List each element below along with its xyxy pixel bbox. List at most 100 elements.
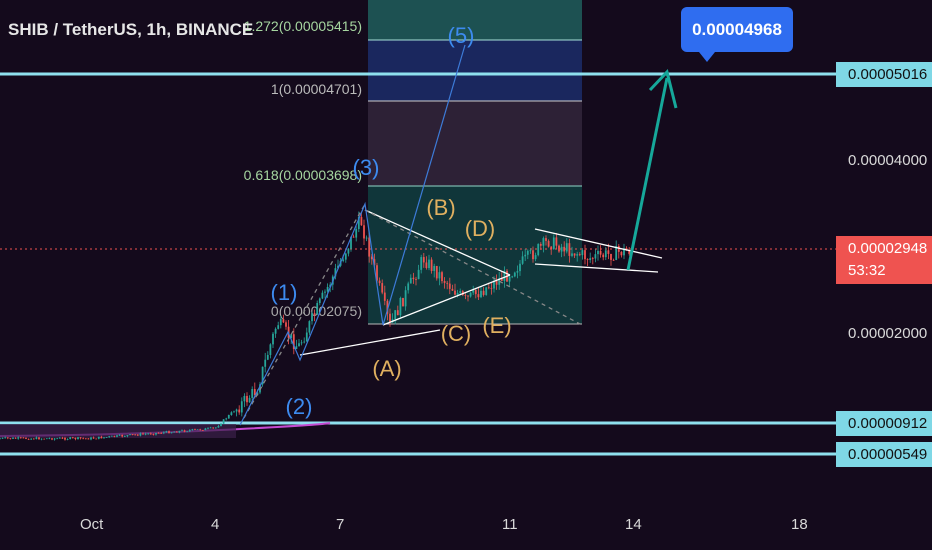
candle-body — [217, 426, 220, 428]
candle-body — [238, 409, 241, 413]
candle-body — [454, 290, 456, 295]
candle-body — [100, 436, 103, 439]
candle-body — [170, 432, 173, 434]
trend-line-lower-1 — [299, 329, 441, 356]
key-levels[interactable] — [0, 72, 836, 456]
dashed-projection — [364, 209, 581, 325]
candle-body — [246, 395, 248, 403]
candle-body — [4, 437, 7, 439]
candle-body — [162, 432, 165, 434]
candle-body — [607, 250, 610, 254]
candle-body — [173, 431, 176, 433]
candle-body — [298, 343, 300, 347]
candle-body — [282, 319, 285, 323]
candle-body — [547, 240, 550, 247]
candle-body — [599, 250, 602, 255]
wave-label-b: (B) — [426, 195, 455, 220]
candle-body — [357, 217, 360, 230]
target-arrow[interactable] — [626, 68, 678, 271]
candle-body — [168, 431, 170, 434]
candle-body — [178, 430, 181, 433]
candle-body — [360, 217, 363, 226]
fib-zone-1272 — [368, 40, 582, 101]
candle-body — [435, 265, 438, 279]
candle-body — [71, 437, 74, 439]
candle-body — [290, 334, 293, 339]
candle-body — [389, 313, 391, 323]
candle-body — [386, 300, 389, 314]
candle-body — [443, 281, 446, 283]
candle-body — [396, 310, 399, 316]
wave-label-d: (D) — [465, 216, 496, 241]
candle-body — [344, 253, 347, 260]
candle-body — [487, 287, 490, 289]
candle-body — [318, 298, 321, 304]
candle-body — [51, 438, 53, 440]
candle-body — [64, 437, 66, 440]
candle-body — [118, 434, 121, 436]
candle-body — [126, 435, 129, 437]
candle-body — [480, 290, 482, 298]
candle-body — [35, 437, 38, 440]
candle-body — [207, 427, 209, 429]
candle-body — [376, 265, 378, 281]
candle-body — [474, 289, 477, 295]
candle-body — [66, 439, 69, 440]
candle-body — [428, 259, 430, 269]
candle-body — [165, 431, 168, 433]
target-callout[interactable]: 0.00004968 — [681, 7, 793, 62]
candle-body — [422, 257, 425, 263]
candle-body — [160, 433, 163, 434]
x-tick-4: 4 — [211, 516, 220, 533]
pattern-lines[interactable] — [239, 203, 663, 426]
candle-body — [9, 438, 12, 440]
x-tick-18: 18 — [791, 516, 808, 533]
candle-body — [225, 418, 228, 420]
candle-body — [264, 359, 267, 367]
candle-body — [14, 437, 17, 439]
price-label-support-upper[interactable]: 0.00000912 — [836, 411, 932, 436]
candle-body — [617, 246, 620, 252]
candle-body — [503, 270, 506, 281]
candle-body — [591, 258, 594, 259]
candle-body — [53, 438, 56, 440]
candle-body — [220, 423, 222, 427]
wave-label-2: (2) — [286, 394, 313, 419]
dashed-impulse — [239, 203, 366, 426]
candle-body — [337, 265, 339, 269]
price-label-resistance[interactable]: 0.00005016 — [836, 62, 932, 87]
current-price-badge[interactable]: 0.00002948 53:32 — [836, 236, 932, 284]
candle-body — [425, 262, 428, 269]
candle-body — [363, 225, 365, 239]
chart-title: SHIB / TetherUS, 1h, BINANCE — [8, 20, 254, 39]
candle-body — [266, 354, 269, 360]
candle-body — [19, 437, 22, 439]
candle-body — [40, 438, 43, 440]
x-tick-14: 14 — [625, 516, 642, 533]
candle-body — [402, 297, 404, 307]
candle-body — [383, 292, 386, 301]
candle-body — [17, 437, 20, 439]
candle-body — [61, 437, 64, 439]
pennant-upper-line — [534, 228, 663, 259]
candle-body — [477, 294, 480, 298]
candle-body — [568, 243, 571, 256]
candle-body — [155, 432, 157, 435]
candle-body — [415, 279, 417, 280]
candle-body — [529, 250, 532, 252]
candle-body — [417, 269, 420, 280]
candle-body — [539, 244, 542, 246]
fib-retracement[interactable]: 1.272(0.00005415) 1(0.00004701) 0.618(0.… — [244, 0, 582, 325]
wave-label-1: (1) — [271, 280, 298, 305]
candle-body — [279, 319, 282, 326]
candle-body — [139, 433, 142, 436]
candle-body — [516, 271, 519, 273]
candle-body — [394, 310, 397, 320]
candle-body — [448, 283, 451, 289]
price-label-support-lower[interactable]: 0.00000549 — [836, 442, 932, 467]
candle-body — [467, 295, 469, 297]
candle-body — [43, 438, 46, 440]
candle-body — [342, 259, 345, 261]
candle-body — [38, 437, 40, 440]
